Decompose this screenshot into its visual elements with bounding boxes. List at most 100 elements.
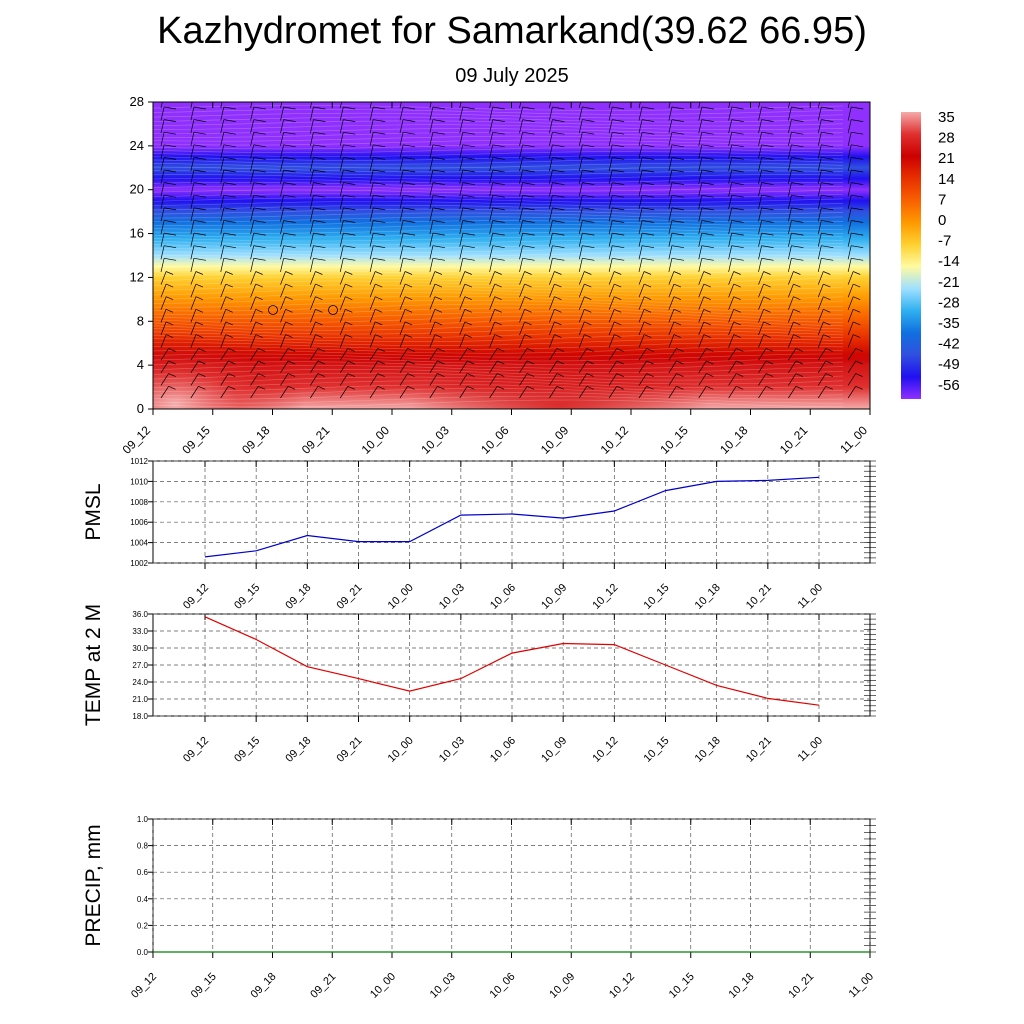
wind-barb-staff xyxy=(758,360,767,373)
contour-line xyxy=(153,254,844,261)
wind-barb-staff xyxy=(190,360,199,373)
wind-barb-staff xyxy=(878,132,881,146)
wind-barb-staff xyxy=(788,195,792,209)
wind-barb-flag xyxy=(554,283,562,288)
wind-barb-staff xyxy=(399,309,406,323)
colorbar-label: -35 xyxy=(938,315,960,332)
wind-barb-flag xyxy=(255,271,263,275)
wind-barb-flag xyxy=(254,94,266,96)
wind-barb-staff xyxy=(728,258,733,272)
wind-barb-staff xyxy=(489,334,496,348)
wind-barb-flag xyxy=(434,283,443,288)
wind-barb-staff xyxy=(549,386,558,399)
wind-barb-staff xyxy=(190,220,195,235)
wind-barb-staff xyxy=(250,321,257,336)
contour-line xyxy=(153,292,844,300)
wind-barb-staff xyxy=(459,271,466,285)
wind-barb-flag xyxy=(223,182,236,185)
contour-line xyxy=(153,265,844,273)
x-tick-label: 10_15 xyxy=(667,971,697,1001)
wind-barb-flag xyxy=(313,144,326,148)
x-tick-label: 10_03 xyxy=(437,735,467,765)
wind-barb-flag xyxy=(883,335,890,338)
wind-barb-staff xyxy=(220,334,227,348)
wind-barb-flag xyxy=(823,296,831,301)
wind-barb-staff xyxy=(399,195,404,209)
y-tick-label: 20 xyxy=(130,182,144,197)
wind-barb-flag xyxy=(404,296,413,301)
wind-barb-staff xyxy=(668,373,677,386)
wind-barb-staff xyxy=(549,360,558,373)
wind-barb-staff xyxy=(847,386,856,399)
wind-barb-staff xyxy=(817,106,822,121)
wind-barb-flag xyxy=(433,94,445,96)
wind-barb-flag xyxy=(883,297,890,300)
wind-barb-staff xyxy=(847,245,852,260)
wind-barb-flag xyxy=(373,194,386,198)
wind-barb-flag xyxy=(881,157,893,159)
wind-barb-flag xyxy=(434,296,443,301)
contour-line xyxy=(153,369,844,377)
wind-barb-staff xyxy=(668,195,673,209)
wind-barb-staff xyxy=(817,360,827,373)
wind-barb-flag xyxy=(582,257,595,261)
wind-barb-staff xyxy=(160,233,165,247)
wind-barb-flag xyxy=(821,182,834,185)
wind-barb-staff xyxy=(429,360,438,373)
wind-barb-flag xyxy=(731,119,744,122)
contour-line xyxy=(153,376,844,385)
x-tick-label: 10_09 xyxy=(547,971,577,1001)
wind-barb-staff xyxy=(728,157,733,172)
contour-line xyxy=(153,276,844,285)
wind-barb-flag xyxy=(642,157,655,160)
wind-barb-staff xyxy=(399,106,404,121)
wind-barb-flag xyxy=(343,131,356,135)
wind-barb-staff xyxy=(160,207,165,222)
wind-barb-staff xyxy=(190,321,197,336)
wind-barb-staff xyxy=(847,309,854,323)
wind-barb-staff xyxy=(519,106,523,121)
precip-panel: 0.0 0.2 0.4 0.6 0.8 1.0 09_12 09_15 09_18 09_21 10… xyxy=(82,815,876,1001)
wind-barb-flag xyxy=(223,119,236,122)
wind-barb-flag xyxy=(586,348,594,352)
wind-barb-staff xyxy=(429,220,434,235)
wind-barb-flag xyxy=(253,182,266,185)
wind-barb-flag xyxy=(492,182,505,185)
wind-barb-staff xyxy=(549,169,553,184)
wind-barb-flag xyxy=(823,308,831,313)
wind-barb-flag xyxy=(552,94,564,96)
wind-barb-staff xyxy=(788,106,792,121)
wind-barb-flag xyxy=(851,119,864,122)
wind-barb-flag xyxy=(552,144,565,148)
wind-barb-flag xyxy=(195,283,204,288)
wind-barb-flag xyxy=(851,232,864,236)
wind-barb-flag xyxy=(793,271,801,275)
wind-barb-staff xyxy=(250,106,255,121)
wind-barb-staff xyxy=(608,296,615,310)
wind-barb-staff xyxy=(788,207,792,222)
wind-barb-flag xyxy=(377,348,385,352)
wind-barb-flag xyxy=(228,373,236,377)
contour-line xyxy=(153,112,844,119)
wind-barb-flag xyxy=(673,296,682,301)
contour-line xyxy=(153,204,844,211)
wind-barb-staff xyxy=(339,386,349,399)
wind-barb-flag xyxy=(823,271,831,275)
wind-barb-flag xyxy=(497,348,505,352)
wind-barb-flag xyxy=(761,106,774,110)
wind-barb-staff xyxy=(878,297,883,310)
y-tick-label: 0 xyxy=(137,401,144,416)
wind-barb-staff xyxy=(608,119,613,134)
wind-barb-staff xyxy=(668,258,673,272)
wind-barb-flag xyxy=(464,271,472,275)
wind-barb-flag xyxy=(821,207,834,211)
wind-barb-staff xyxy=(459,144,464,159)
wind-barb-flag xyxy=(283,194,296,198)
wind-barb-staff xyxy=(668,386,677,399)
wind-barb-flag xyxy=(522,119,535,122)
colorbar-labels: 35 28 21 14 7 0 -7 -14 -21 -28 -35 -42 -49 -56 xyxy=(938,109,960,394)
wind-barb-flag xyxy=(643,308,652,313)
wind-barb-staff xyxy=(847,373,856,386)
wind-barb-staff xyxy=(817,321,824,336)
wind-barb-staff xyxy=(847,106,852,121)
